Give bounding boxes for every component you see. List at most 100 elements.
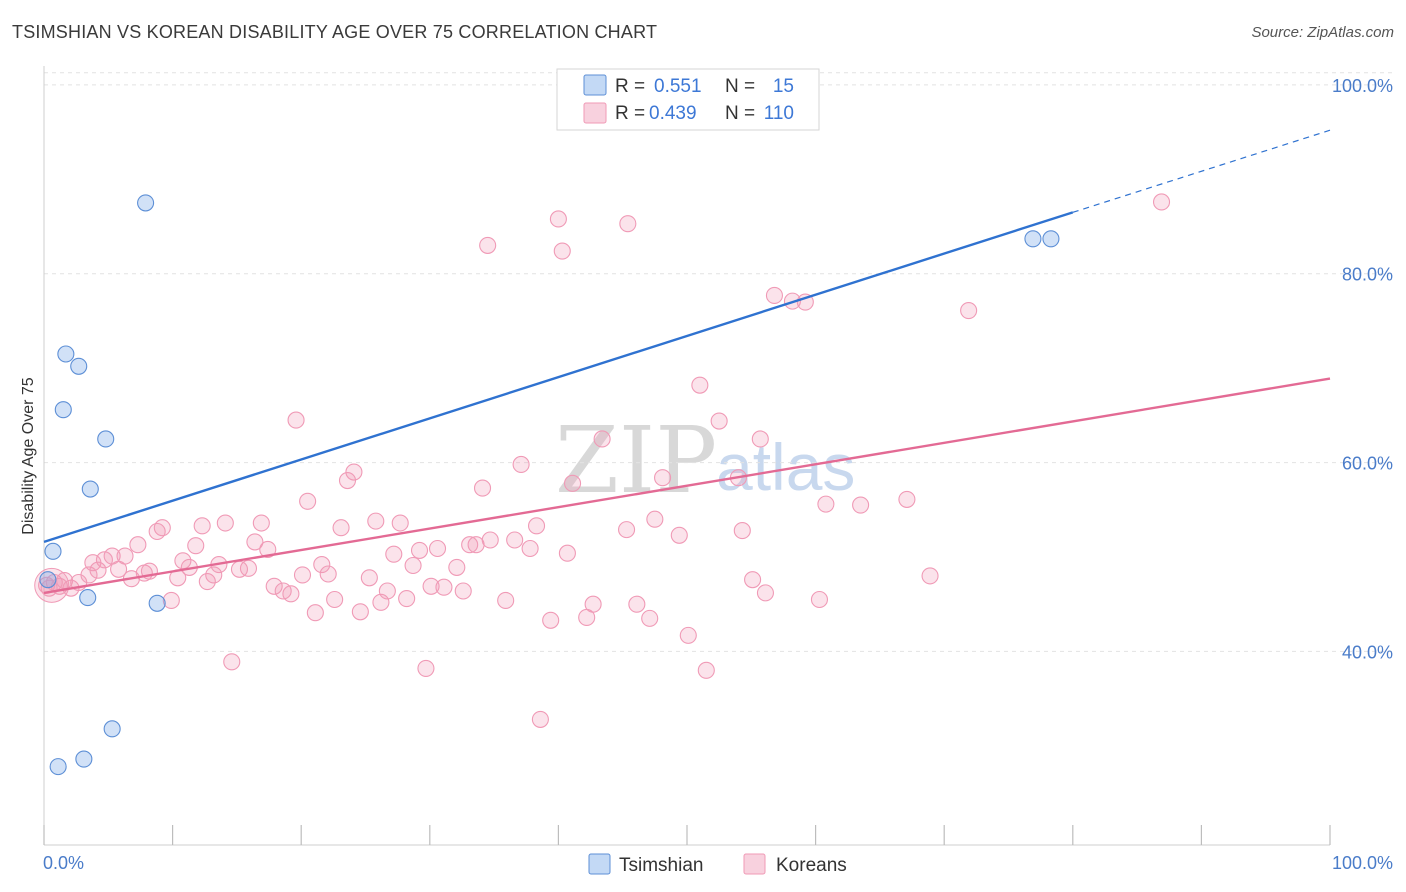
koreans-point bbox=[527, 517, 546, 535]
koreans-point bbox=[153, 519, 171, 537]
bottom-legend-label-koreans: Koreans bbox=[776, 855, 847, 876]
koreans-point bbox=[129, 536, 147, 554]
koreans-point bbox=[216, 514, 234, 532]
legend-r-value-tsimshian: 0.551 bbox=[654, 76, 702, 97]
watermark-zip: ZIP bbox=[555, 407, 717, 514]
koreans-point bbox=[287, 411, 305, 429]
watermark-atlas: atlas bbox=[716, 430, 855, 504]
tsimshian-point bbox=[148, 594, 166, 612]
koreans-point bbox=[654, 469, 672, 487]
trend-lines bbox=[43, 129, 1331, 595]
koreans-point bbox=[265, 577, 283, 595]
koreans-point bbox=[563, 474, 582, 492]
koreans-point bbox=[921, 567, 939, 585]
koreans-point bbox=[410, 541, 429, 559]
koreans-point bbox=[448, 558, 466, 576]
bottom-legend-label-tsimshian: Tsimshian bbox=[619, 855, 703, 876]
legend-n-label-koreans: N = bbox=[725, 103, 755, 124]
y-tick-label-40: 40.0% bbox=[1342, 642, 1393, 662]
koreans-point bbox=[198, 573, 216, 591]
koreans-point bbox=[670, 526, 688, 544]
koreans-point bbox=[810, 590, 829, 609]
tsimshian-point bbox=[70, 357, 88, 375]
koreans-point bbox=[391, 514, 409, 532]
koreans-point bbox=[542, 611, 560, 629]
koreans-point bbox=[467, 536, 485, 554]
tsimshian-point bbox=[79, 589, 97, 607]
legend-swatch-koreans bbox=[583, 102, 607, 124]
koreans-point bbox=[351, 603, 369, 621]
koreans-point bbox=[223, 653, 241, 671]
tsimshian-point bbox=[57, 345, 75, 363]
tsimshian-point bbox=[39, 571, 57, 589]
koreans-point bbox=[89, 561, 107, 579]
koreans-point bbox=[679, 626, 697, 644]
y-axis-tick-labels: 40.0% 60.0% 80.0% 100.0% bbox=[1332, 76, 1393, 663]
koreans-point bbox=[744, 571, 762, 589]
koreans-point bbox=[435, 578, 453, 596]
koreans-point bbox=[593, 430, 611, 448]
tsimshian-point bbox=[44, 542, 62, 560]
x-axis-ticks bbox=[43, 825, 1331, 845]
koreans-point bbox=[549, 210, 567, 228]
koreans-point bbox=[641, 609, 659, 627]
correlation-legend: R = 0.551 N = 15 R = 0.439 N = 110 bbox=[556, 68, 820, 131]
legend-swatch-tsimshian bbox=[583, 74, 607, 96]
koreans-point bbox=[306, 604, 324, 622]
koreans-point bbox=[332, 519, 350, 537]
legend-n-label-tsimshian: N = bbox=[725, 76, 755, 97]
koreans-point bbox=[553, 242, 571, 260]
koreans-point bbox=[751, 430, 769, 448]
legend-box bbox=[556, 68, 820, 131]
koreans-trend-line bbox=[43, 377, 1331, 595]
koreans-point bbox=[512, 455, 530, 474]
koreans-point bbox=[422, 577, 440, 595]
koreans-point bbox=[454, 582, 472, 600]
tsimshian-point bbox=[137, 194, 155, 212]
koreans-point bbox=[817, 495, 835, 513]
koreans-point bbox=[404, 556, 422, 575]
koreans-point bbox=[398, 590, 416, 608]
koreans-point bbox=[697, 661, 715, 679]
tsimshian-trend-extension bbox=[1072, 129, 1331, 213]
koreans-point bbox=[326, 590, 344, 609]
koreans-point bbox=[385, 545, 403, 563]
koreans-point bbox=[95, 551, 113, 569]
legend-r-label-tsimshian: R = bbox=[615, 76, 645, 97]
koreans-point bbox=[282, 585, 300, 603]
koreans-point bbox=[765, 286, 783, 305]
y-axis-title: Disability Age Over 75 bbox=[20, 377, 37, 535]
koreans-point bbox=[252, 514, 270, 532]
koreans-point bbox=[360, 569, 378, 587]
koreans-point bbox=[618, 521, 636, 539]
koreans-point bbox=[1152, 193, 1171, 211]
koreans-point bbox=[187, 537, 205, 555]
koreans-point bbox=[531, 710, 549, 728]
legend-n-value-tsimshian: 15 bbox=[773, 76, 794, 97]
tsimshian-point bbox=[1024, 230, 1042, 248]
koreans-point bbox=[733, 522, 751, 540]
tsimshian-point bbox=[81, 480, 99, 498]
koreans-point bbox=[367, 512, 385, 530]
koreans-point bbox=[293, 566, 312, 584]
koreans-point bbox=[193, 517, 211, 535]
koreans-point bbox=[646, 510, 664, 528]
koreans-point bbox=[481, 531, 499, 549]
koreans-point bbox=[239, 559, 258, 577]
koreans-point bbox=[852, 496, 870, 514]
legend-r-label-koreans: R = bbox=[615, 103, 645, 124]
koreans-point bbox=[898, 490, 916, 508]
y-tick-label-80: 80.0% bbox=[1342, 265, 1393, 285]
koreans-point bbox=[497, 591, 515, 609]
koreans-point bbox=[428, 539, 447, 558]
tsimshian-trend-line bbox=[43, 211, 1074, 544]
koreans-point bbox=[162, 591, 180, 609]
koreans-point bbox=[473, 479, 492, 497]
koreans-point bbox=[558, 544, 576, 562]
koreans-point bbox=[521, 539, 539, 558]
tsimshian-point bbox=[75, 750, 93, 768]
legend-n-value-koreans: 110 bbox=[764, 103, 794, 124]
bottom-legend-swatch-koreans bbox=[743, 853, 766, 875]
tsimshian-point bbox=[97, 430, 115, 448]
